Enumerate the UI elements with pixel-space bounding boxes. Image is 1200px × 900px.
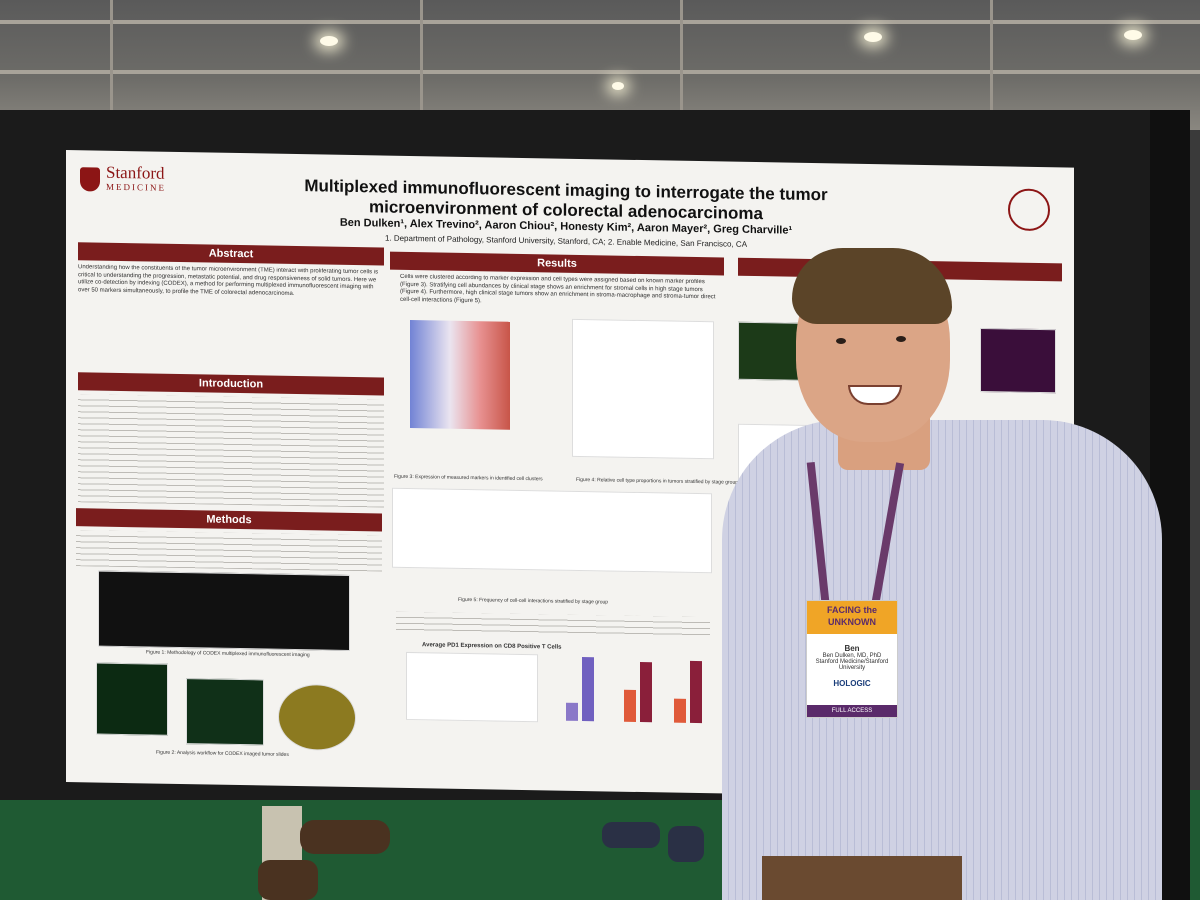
- person-eye: [896, 336, 906, 342]
- person-belt: [762, 856, 962, 900]
- pd1-text: [396, 611, 710, 640]
- passerby-shoe: [258, 860, 318, 900]
- results-header: Results: [390, 251, 724, 276]
- figure-6-title: Average PD1 Expression on CD8 Positive T…: [422, 642, 562, 651]
- ceiling-truss: [420, 0, 423, 130]
- person-eye: [836, 338, 846, 344]
- ceiling-light: [1124, 30, 1142, 40]
- cell-proportion-boxplot: [572, 318, 714, 460]
- recurrence-bar: [640, 662, 652, 723]
- logo-wordmark: Stanford MEDICINE: [106, 162, 166, 196]
- figure-1-caption: Figure 1: Methodology of CODEX multiplex…: [146, 649, 310, 659]
- abstract-text: Understanding how the constituents of th…: [78, 264, 379, 297]
- results-text: Cells were clustered according to marker…: [400, 273, 716, 304]
- badge-event: FACING the UNKNOWN: [807, 601, 897, 634]
- cd8-tissue-image: [738, 321, 800, 381]
- pd1-bar: [582, 657, 594, 722]
- cell-edges-image: [186, 678, 264, 746]
- cd8-pd1-high-image: [980, 327, 1056, 394]
- ceiling-light: [612, 82, 624, 90]
- pd1-boxplot: [406, 651, 538, 723]
- figure-4-caption: Figure 4: Relative cell type proportions…: [576, 476, 739, 486]
- survival-bar: [690, 660, 702, 724]
- logo-name: Stanford: [106, 162, 165, 183]
- abstract-header: Abstract: [78, 242, 384, 266]
- ceiling-beam: [0, 20, 1200, 24]
- ceiling-light: [864, 32, 882, 42]
- badge-tier: FULL ACCESS: [807, 705, 897, 717]
- ceiling-beam: [0, 70, 1200, 74]
- introduction-text: [78, 394, 384, 508]
- passerby-shoe: [300, 820, 390, 854]
- pd1-bar: [566, 702, 578, 721]
- figure-3-caption: Figure 3: Expression of measured markers…: [394, 473, 543, 483]
- person-shirt: [722, 420, 1162, 900]
- name-badge: FACING the UNKNOWN Ben Ben Dulken, MD, P…: [806, 600, 898, 718]
- stanford-medicine-logo: Stanford MEDICINE: [80, 162, 166, 196]
- tissue-image: [96, 662, 168, 736]
- pd1-bar-chart: [564, 653, 598, 722]
- interaction-boxplot: [392, 487, 712, 574]
- stanford-shield-icon: [80, 167, 100, 192]
- codex-method-figure: [98, 570, 350, 651]
- passerby-shoe: [668, 826, 704, 862]
- survival-bar: [674, 698, 686, 723]
- survival-bar-chart: [672, 655, 706, 724]
- badge-full-name: Ben Dulken, MD, PhD: [822, 653, 882, 659]
- recurrence-bar: [624, 689, 636, 722]
- methods-text: [76, 530, 382, 572]
- ceiling-light: [320, 36, 338, 46]
- cell-types-image: [278, 683, 356, 752]
- badge-org: Stanford Medicine/Stanford University: [815, 659, 889, 671]
- logo-sub: MEDICINE: [106, 181, 166, 193]
- badge-name: Ben: [844, 644, 860, 653]
- ceiling-truss: [990, 0, 993, 130]
- passerby-shoe: [602, 822, 660, 848]
- badge-sponsor: HOLOGIC: [833, 679, 871, 688]
- person-hair: [792, 248, 952, 324]
- ceiling-truss: [680, 0, 683, 130]
- methods-header: Methods: [76, 508, 382, 532]
- ceiling-truss: [110, 0, 113, 130]
- figure-5-caption: Figure 5: Frequency of cell-cell interac…: [458, 596, 609, 606]
- stanford-seal-icon: [1008, 188, 1050, 232]
- convention-ceiling: [0, 0, 1200, 130]
- figure-2-caption: Figure 2: Analysis workflow for CODEX im…: [156, 749, 289, 758]
- recurrence-bar-chart: [622, 654, 656, 723]
- introduction-header: Introduction: [78, 372, 384, 396]
- marker-heatmap: [410, 320, 510, 430]
